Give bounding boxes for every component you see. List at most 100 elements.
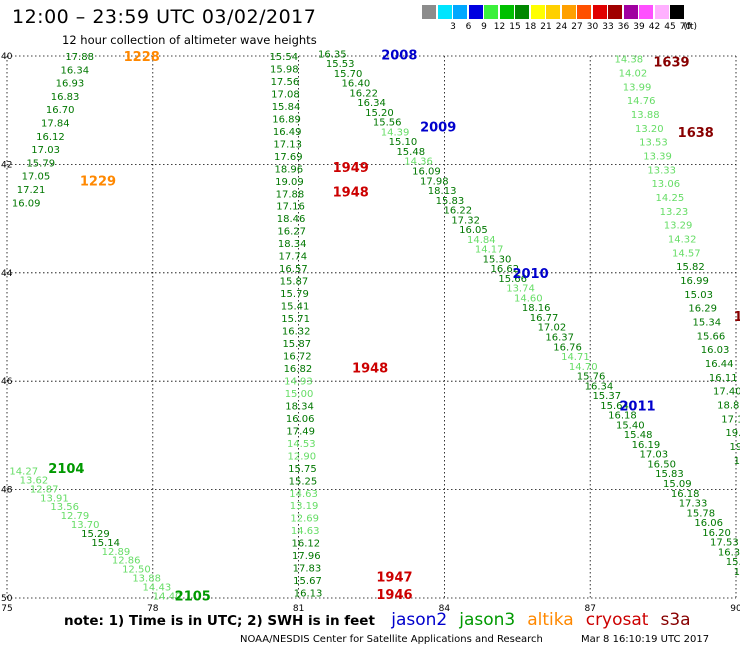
wave-height-value: 13.19 — [290, 501, 319, 512]
wave-height-value: 14.27 — [9, 467, 38, 478]
wave-height-value: 13.33 — [647, 165, 676, 176]
longitude-tick-label: 78 — [147, 604, 159, 614]
wave-height-value: 16.11 — [709, 373, 738, 384]
wave-height-value: 17.32 — [451, 215, 480, 226]
wave-height-value: 16.62 — [491, 264, 520, 275]
wave-height-value: 17.56 — [271, 77, 300, 88]
wave-height-value: 16.06 — [286, 414, 315, 425]
wave-height-value: 15.66 — [697, 331, 726, 342]
wave-height-value: 16.06 — [694, 518, 723, 529]
creation-time: Mar 8 16:10:19 UTC 2017 — [581, 634, 710, 645]
wave-height-value: 15.54 — [269, 52, 298, 63]
color-swatch — [453, 5, 468, 19]
wave-height-value: 13.74 — [506, 284, 535, 295]
wave-height-value: 15.71 — [281, 314, 310, 325]
wave-height-value: 14.25 — [656, 193, 685, 204]
wave-height-value: 13.70 — [71, 520, 100, 531]
wave-height-value: 15.98 — [270, 64, 299, 75]
color-swatch — [654, 5, 670, 19]
wave-height-value: 12.87 — [30, 484, 59, 495]
pass-number-label: 2011 — [619, 400, 655, 415]
wave-height-value: 16.40 — [342, 79, 371, 90]
wave-height-value: 15.40 — [616, 420, 645, 431]
wave-height-value: 15.67 — [293, 576, 322, 587]
wave-height-value: 13.88 — [631, 110, 660, 121]
color-scale-label: 12 — [493, 22, 506, 32]
pass-number-label: 1228 — [124, 50, 160, 65]
wave-height-value: 15.76 — [577, 372, 606, 383]
color-swatch — [484, 5, 499, 19]
wave-height-value: 17.83 — [293, 564, 322, 575]
wave-height-value: 14.84 — [467, 235, 496, 246]
wave-height-tracks: 17.88 16.34 16.93 16.83 16.70 17.84 16.12 17.03… — [9, 49, 740, 602]
longitude-tick-label: 87 — [584, 604, 595, 614]
color-swatch — [499, 5, 515, 19]
wave-height-value: 16.37 — [545, 333, 574, 344]
wave-height-value: 16.03 — [701, 345, 730, 356]
wave-height-value: 15.95 — [726, 557, 740, 568]
wave-height-value: 18.96 — [275, 164, 304, 175]
pass-number-label: 1229 — [80, 175, 116, 190]
wave-height-value: 16.76 — [553, 342, 582, 353]
latitude-tick-label: 44 — [1, 269, 13, 279]
track-s3a-1639-1638: 14.38 14.02 13.99 14.76 13.88 13.20 13.53 13.39… — [615, 55, 740, 467]
wave-height-value: 16.29 — [688, 304, 717, 315]
wave-height-value: 16.44 — [705, 359, 734, 370]
wave-height-value: 18.13 — [428, 186, 457, 197]
wave-height-value: 15.75 — [288, 464, 317, 475]
wave-height-value: 13.20 — [635, 124, 664, 135]
wave-height-value: 17.49 — [286, 426, 315, 437]
wave-height-value: 17.03 — [31, 145, 60, 156]
wave-height-value: 15.87 — [282, 339, 311, 350]
wave-height-value: 14.53 — [287, 439, 316, 450]
wave-height-value: 16 — [734, 567, 740, 578]
wave-height-value: 13.06 — [651, 179, 680, 190]
wave-height-value: 14.43 — [143, 582, 172, 593]
wave-height-value: 15.84 — [272, 102, 301, 113]
wave-height-value: 14.70 — [569, 362, 598, 373]
wave-height-value: 12.90 — [288, 451, 317, 462]
color-scale-label: 27 — [571, 22, 583, 32]
legend-s3a: s3a — [660, 610, 691, 630]
wave-height-value: 16.12 — [291, 539, 320, 550]
longitude-tick-label: 84 — [439, 604, 451, 614]
wave-height-value: 18.34 — [285, 401, 314, 412]
wave-height-value: 14.71 — [561, 352, 590, 363]
wave-height-value: 18.46 — [277, 214, 306, 225]
wave-height-value: 15.87 — [280, 277, 309, 288]
wave-height-value: 15.41 — [281, 302, 310, 313]
legend-jason2: jason2 — [391, 610, 448, 630]
wave-height-value: 14.76 — [627, 96, 656, 107]
color-scale-label: 42 — [648, 22, 661, 32]
color-swatch — [592, 5, 608, 19]
credit-line: NOAA/NESDIS Center for Satellite Applica… — [240, 634, 543, 645]
wave-height-value: 17.16 — [276, 202, 305, 213]
wave-height-value: 15.78 — [687, 508, 716, 519]
page-title: 12:00 – 23:59 UTC 03/02/2017 — [12, 6, 317, 28]
wave-height-value: 15.53 — [326, 59, 355, 70]
pass-number-label: 2010 — [512, 267, 548, 282]
satellite-legend: jason2 jason3 altika cryosat s3a — [379, 610, 691, 630]
wave-height-value: 16.34 — [585, 381, 614, 392]
wave-height-value: 12.50 — [122, 565, 151, 576]
wave-height-value: 16.22 — [443, 206, 472, 217]
color-swatch — [623, 5, 639, 19]
wave-height-value: 19 — [729, 442, 740, 453]
wave-height-value: 16.83 — [51, 92, 80, 103]
longitude-tick-label: 81 — [293, 604, 304, 614]
wave-height-value: 17.84 — [41, 119, 70, 130]
color-swatch — [670, 5, 685, 19]
wave-height-value: 16.05 — [459, 225, 488, 236]
wave-height-value: 14.32 — [668, 235, 697, 246]
latitude-tick-label: 40 — [1, 52, 13, 62]
wave-height-value: 17.21 — [17, 185, 46, 196]
wave-height-value: 16.13 — [294, 589, 323, 600]
wave-height-value: 17.88 — [276, 189, 305, 200]
wave-height-value: 17.08 — [271, 89, 300, 100]
color-swatch — [422, 5, 437, 19]
wave-height-value: 17.88 — [65, 52, 94, 63]
wave-height-value: 14.36 — [404, 157, 433, 168]
color-scale-label: 36 — [617, 22, 630, 32]
wave-height-value: 16.32 — [718, 547, 740, 558]
